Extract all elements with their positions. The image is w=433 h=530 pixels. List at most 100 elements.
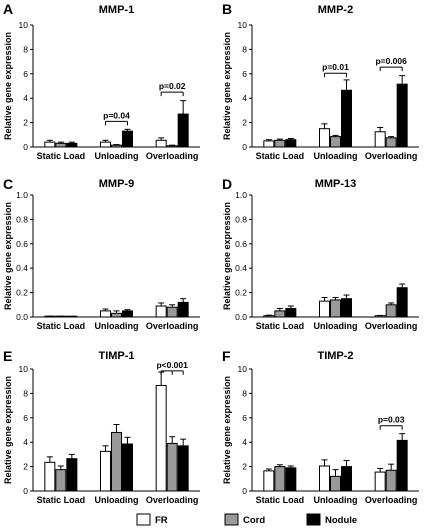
legend-label-nodule: Nodule [325, 515, 357, 526]
bar-fr [100, 450, 111, 492]
bar-cord [385, 137, 397, 148]
bar-nodule [285, 307, 297, 318]
bar-nodule [341, 466, 352, 492]
bar-cord [166, 306, 178, 318]
panel-title: TIMP-1 [98, 350, 134, 362]
y-axis-label: Relative gene expression [222, 32, 232, 140]
bar-nodule [396, 83, 408, 148]
significance-label: p=0.006 [375, 56, 407, 66]
y-tick-label: 8 [242, 44, 247, 54]
bar-fr [44, 461, 56, 492]
panel-letter: D [222, 176, 232, 192]
y-tick-label: 4 [242, 93, 247, 103]
panel-letter: F [222, 348, 231, 364]
legend-label-cord: Cord [243, 515, 265, 526]
legend-swatch-nodule [306, 513, 321, 526]
x-category-label: Unloading [314, 321, 358, 331]
bar-cord [274, 139, 286, 148]
y-tick-label: 0 [23, 142, 28, 152]
bar-cord [55, 469, 67, 492]
bar-fr [100, 141, 111, 148]
y-tick-label: 10 [19, 364, 29, 374]
bar-fr [319, 465, 330, 492]
y-tick-label: 0 [242, 142, 247, 152]
panel-a: A MMP-1 Relative gene expression 0 2 4 6 8 10 Sta… [3, 1, 200, 161]
y-tick-label: 0.8 [235, 214, 247, 224]
bar-nodule [177, 113, 189, 148]
bar-cord [111, 312, 122, 318]
y-tick-label: 8 [242, 388, 247, 398]
bar-nodule [341, 298, 352, 318]
significance-label: p=0.02 [159, 81, 186, 91]
significance-label: p=0.04 [103, 110, 130, 120]
bar-nodule [122, 310, 133, 318]
bar-fr [319, 300, 330, 318]
x-category-label: Static Load [256, 321, 305, 331]
bar-fr [263, 140, 275, 148]
panel-letter: E [3, 348, 12, 364]
bar-cord [385, 304, 397, 318]
y-axis-label: Relative gene expression [222, 202, 232, 310]
bar-cord [274, 466, 286, 492]
y-tick-label: 0 [242, 486, 247, 496]
y-tick-label: 1.0 [235, 190, 247, 200]
bar-cord [166, 442, 178, 492]
y-tick-label: 0.0 [16, 312, 28, 322]
y-tick-label: 0 [23, 486, 28, 496]
bar-cord [166, 145, 178, 148]
y-tick-label: 0.4 [235, 263, 247, 273]
bar-nodule [122, 443, 133, 492]
y-tick-label: 2 [242, 118, 247, 128]
x-category-label: Overloading [146, 495, 199, 505]
bar-cord [274, 310, 286, 318]
bar-cord [111, 144, 122, 148]
x-category-label: Overloading [365, 151, 418, 161]
bar-cord [55, 142, 67, 148]
bar-fr [374, 471, 386, 492]
x-category-label: Static Load [256, 151, 305, 161]
x-category-label: Static Load [37, 495, 86, 505]
y-tick-label: 10 [238, 20, 248, 30]
bar-cord [111, 431, 122, 492]
y-axis-label: Relative gene expression [3, 202, 13, 310]
bar-nodule [177, 445, 189, 492]
panel-title: MMP-9 [99, 178, 134, 190]
bar-cord [385, 469, 397, 492]
x-category-label: Unloading [314, 151, 358, 161]
bar-fr [155, 305, 167, 318]
panel-letter: A [3, 1, 13, 17]
bar-nodule [122, 130, 133, 148]
significance-label: p=0.03 [378, 415, 405, 425]
panel-title: MMP-13 [315, 178, 357, 190]
x-category-label: Unloading [95, 495, 139, 505]
x-category-label: Static Load [37, 151, 86, 161]
bar-nodule [341, 89, 352, 148]
bar-nodule [177, 301, 189, 318]
bar-fr [155, 384, 167, 492]
y-tick-label: 8 [23, 44, 28, 54]
bar-cord [330, 136, 341, 148]
bar-fr [155, 139, 167, 148]
x-category-label: Unloading [314, 495, 358, 505]
panel-title: MMP-2 [318, 4, 353, 16]
y-tick-label: 0.0 [235, 312, 247, 322]
y-tick-label: 0.2 [16, 288, 28, 298]
y-tick-label: 6 [23, 69, 28, 79]
panel-f: F TIMP-2 Relative gene expression 0 2 4 6 8 10 St… [222, 348, 419, 505]
y-tick-label: 10 [238, 364, 248, 374]
bar-fr [100, 310, 111, 318]
x-category-label: Static Load [37, 321, 86, 331]
y-tick-label: 0.2 [235, 288, 247, 298]
x-category-label: Unloading [95, 151, 139, 161]
panel-b: B MMP-2 Relative gene expression 0 2 4 6 8 10 Sta… [222, 1, 419, 161]
bar-nodule [285, 139, 297, 148]
significance-label: p=0.01 [322, 62, 349, 72]
bar-cord [330, 299, 341, 318]
bar-nodule [66, 458, 78, 492]
significance-label: p<0.001 [156, 360, 188, 370]
panel-letter: B [222, 1, 232, 17]
legend-swatch-fr [136, 513, 151, 526]
